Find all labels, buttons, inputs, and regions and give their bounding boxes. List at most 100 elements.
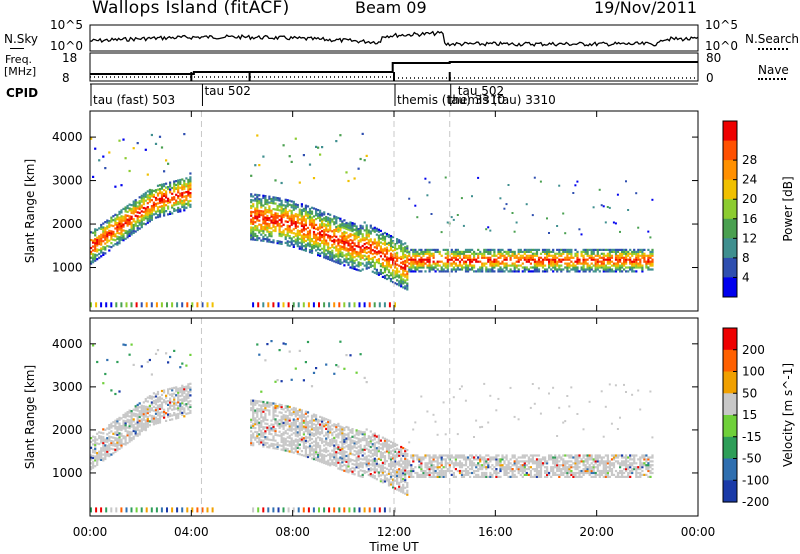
power-cell <box>144 199 147 202</box>
power-cell <box>167 197 170 200</box>
power-cell <box>323 223 326 226</box>
power-cell <box>256 235 259 238</box>
velocity-cell <box>383 466 387 469</box>
velocity-cell <box>351 431 354 435</box>
power-cell <box>369 252 372 255</box>
velocity-cell <box>357 466 360 469</box>
power-cell <box>106 239 109 242</box>
power-cell <box>635 258 638 261</box>
velocity-cell <box>173 392 176 395</box>
velocity-cell <box>120 426 123 430</box>
power-cell <box>120 219 123 222</box>
velocity-cell <box>359 463 362 466</box>
power-cell <box>450 270 453 273</box>
power-cell <box>623 250 626 253</box>
power-cell <box>280 201 283 204</box>
velocity-cell <box>361 439 364 442</box>
power-cell <box>286 212 289 216</box>
power-cell <box>160 197 164 200</box>
velocity-cell <box>434 460 437 463</box>
power-cell <box>412 248 415 251</box>
power-cell <box>144 191 147 194</box>
power-cell <box>426 248 429 251</box>
velocity-cell <box>144 411 147 414</box>
power-cell <box>110 302 113 308</box>
velocity-cell <box>394 487 397 490</box>
power-cell <box>625 252 628 255</box>
velocity-cell <box>282 433 285 436</box>
power-cell <box>272 196 275 199</box>
power-cell <box>383 255 387 258</box>
power-cell <box>467 264 470 267</box>
velocity-cell <box>351 466 354 469</box>
power-cell <box>335 218 338 221</box>
velocity-cell <box>100 456 103 460</box>
power-cell <box>353 236 356 239</box>
velocity-cell <box>369 438 372 441</box>
power-cell <box>124 231 127 234</box>
velocity-cell <box>142 409 145 412</box>
power-cell <box>167 199 170 202</box>
power-cell <box>369 240 372 243</box>
power-cell <box>473 266 476 269</box>
velocity-cell <box>280 444 283 447</box>
power-cell <box>404 261 407 265</box>
velocity-cell <box>373 459 376 462</box>
power-cell <box>148 196 151 199</box>
power-cell <box>389 237 393 240</box>
power-cell <box>430 252 433 255</box>
power-cell <box>568 258 571 261</box>
power-cell <box>596 258 599 261</box>
power-cell <box>381 250 384 253</box>
power-cell <box>353 252 356 255</box>
power-cell <box>189 178 192 181</box>
power-cell <box>408 250 411 253</box>
power-cell <box>104 236 107 239</box>
power-cell <box>345 221 348 225</box>
power-cell <box>100 241 103 244</box>
velocity-cell <box>389 460 393 463</box>
power-cell <box>347 253 350 257</box>
power-cell <box>592 264 595 267</box>
power-cell <box>493 262 496 265</box>
power-cell <box>590 248 593 251</box>
velocity-cell <box>428 468 431 471</box>
velocity-cell <box>341 459 344 462</box>
velocity-cell <box>365 441 368 445</box>
power-cell <box>414 254 417 257</box>
velocity-cell <box>298 426 301 429</box>
velocity-cell <box>272 439 275 442</box>
velocity-cell <box>381 448 384 451</box>
power-cell <box>392 271 395 274</box>
power-cell <box>136 201 139 204</box>
power-cell <box>507 184 510 186</box>
power-cell <box>592 256 595 259</box>
power-cell <box>394 252 397 255</box>
power-cell <box>126 232 129 235</box>
velocity-cell <box>142 413 145 416</box>
power-cell <box>428 266 431 269</box>
velocity-cell <box>385 460 389 463</box>
power-cell <box>558 260 561 263</box>
velocity-cell <box>333 436 336 439</box>
power-cell <box>556 248 559 251</box>
power-cell <box>343 232 346 236</box>
power-cell <box>464 270 468 273</box>
power-cell <box>469 248 472 251</box>
power-cell <box>317 242 320 245</box>
power-cell <box>256 134 259 137</box>
power-cell <box>280 240 283 244</box>
power-cell <box>404 267 407 270</box>
power-cell <box>339 262 342 265</box>
velocity-cell <box>132 437 135 440</box>
power-cell <box>256 213 259 216</box>
power-cell <box>325 229 328 232</box>
power-cell <box>284 214 287 217</box>
power-cell <box>160 146 164 149</box>
power-cell <box>319 153 322 156</box>
power-cell <box>623 264 626 267</box>
power-cell <box>546 270 549 273</box>
velocity-cell <box>400 480 403 483</box>
power-cell <box>623 256 626 259</box>
power-cell <box>270 197 273 201</box>
